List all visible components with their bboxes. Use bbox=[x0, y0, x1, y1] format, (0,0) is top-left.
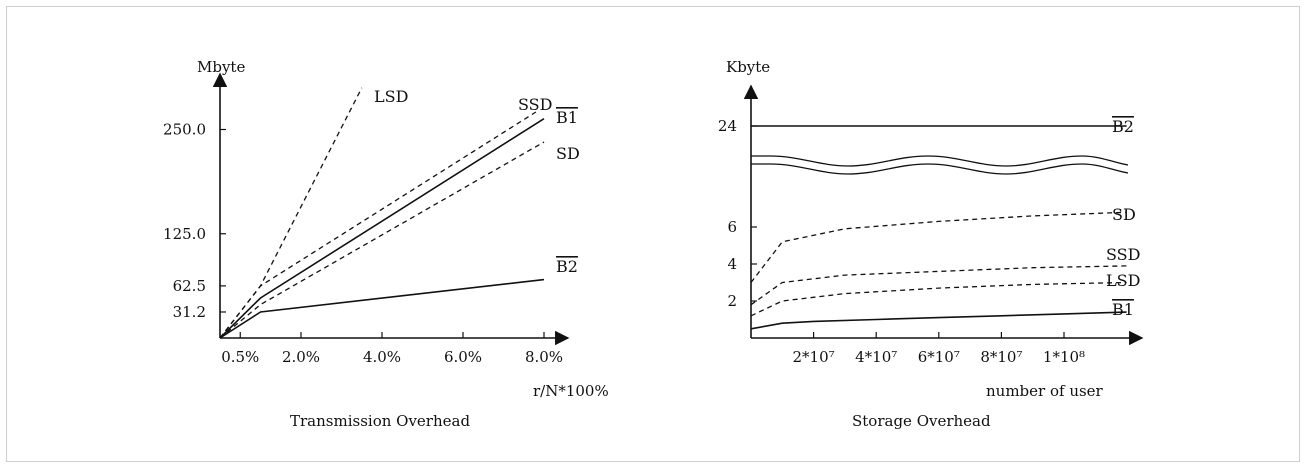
left-series-label-ssd: SSD bbox=[518, 95, 552, 114]
right-series-line-lsd bbox=[750, 281, 1127, 317]
right-chart-title: Storage Overhead bbox=[852, 412, 991, 430]
right-series-line-sd bbox=[750, 211, 1127, 283]
left-x-tick-label: 2.0% bbox=[282, 348, 320, 366]
right-y-axis-label: Kbyte bbox=[726, 58, 770, 76]
left-series-line-b1 bbox=[219, 118, 545, 339]
right-x-tick-label: 2*10⁷ bbox=[793, 348, 835, 366]
left-y-axis-label: Mbyte bbox=[197, 58, 245, 76]
left-x-tick-label: 0.5% bbox=[221, 348, 259, 366]
left-series-label-b2: B2 bbox=[556, 257, 578, 276]
right-x-axis-label: number of user bbox=[986, 382, 1104, 400]
right-series-label-lsd: LSD bbox=[1106, 271, 1140, 290]
right-series-line-ssd bbox=[750, 265, 1127, 306]
axis-break-symbol bbox=[751, 155, 1129, 175]
left-series-line-b2 bbox=[219, 278, 545, 339]
left-x-tick-label: 8.0% bbox=[525, 348, 563, 366]
left-x-axis-label: r/N*100% bbox=[533, 382, 609, 400]
right-series-label-b1: B1 bbox=[1112, 300, 1134, 319]
left-y-tick-label: 250.0 bbox=[163, 121, 206, 139]
left-x-tick-label: 6.0% bbox=[444, 348, 482, 366]
right-x-ticks: 2*10⁷ 4*10⁷ 6*10⁷ 8*10⁷ 1*10⁸ bbox=[793, 332, 1085, 366]
right-y-tick-label: 24 bbox=[718, 117, 737, 135]
right-x-tick-label: 6*10⁷ bbox=[918, 348, 960, 366]
right-series-label-ssd: SSD bbox=[1106, 245, 1140, 264]
right-x-tick-label: 1*10⁸ bbox=[1043, 348, 1085, 366]
left-y-tick-label: 31.2 bbox=[173, 303, 206, 321]
right-series-line-b1 bbox=[750, 311, 1127, 330]
right-x-tick-label: 4*10⁷ bbox=[855, 348, 897, 366]
right-series-labels: B2 SD SSD LSD B1 bbox=[1106, 117, 1140, 319]
left-series-line-lsd bbox=[219, 87, 363, 339]
left-y-tick-label: 62.5 bbox=[173, 277, 206, 295]
right-series-group bbox=[750, 125, 1127, 330]
left-chart-title: Transmission Overhead bbox=[290, 412, 470, 430]
left-series-label-sd: SD bbox=[556, 144, 580, 163]
left-series-label-lsd: LSD bbox=[374, 87, 408, 106]
right-y-tick-label: 6 bbox=[727, 218, 737, 236]
left-y-tick-label: 125.0 bbox=[163, 225, 206, 243]
right-series-label-b2: B2 bbox=[1112, 117, 1134, 136]
right-series-label-sd: SD bbox=[1112, 205, 1136, 224]
left-x-tick-label: 4.0% bbox=[363, 348, 401, 366]
left-series-label-b1: B1 bbox=[556, 108, 578, 127]
left-series-line-ssd bbox=[219, 111, 537, 339]
left-series-group bbox=[219, 87, 545, 339]
left-y-ticks: 31.2 62.5 125.0 250.0 bbox=[163, 121, 226, 321]
left-x-ticks: 0.5% 2.0% 4.0% 6.0% 8.0% bbox=[221, 332, 563, 366]
right-y-tick-label: 4 bbox=[727, 255, 737, 273]
right-y-tick-label: 2 bbox=[727, 292, 737, 310]
left-series-line-sd bbox=[219, 141, 545, 339]
right-x-tick-label: 8*10⁷ bbox=[980, 348, 1022, 366]
